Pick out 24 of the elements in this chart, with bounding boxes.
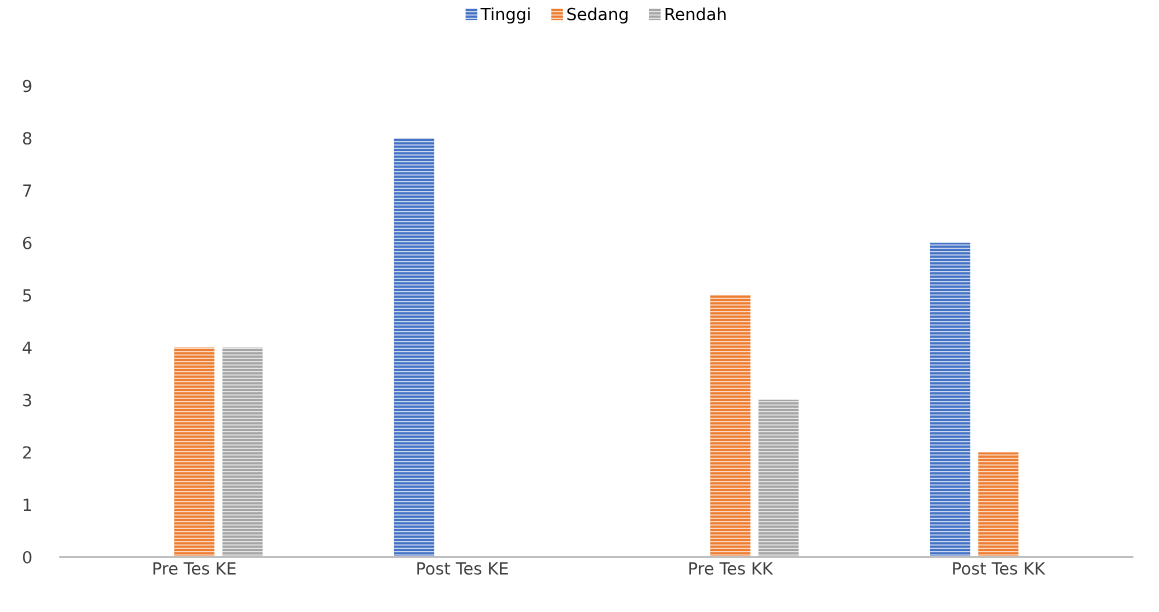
y-tick-label: 3 [23, 393, 32, 407]
y-tick-label: 1 [23, 498, 31, 511]
bar [222, 347, 263, 557]
y-tick-label: 5 [23, 289, 32, 302]
legend-label: Rendah [665, 7, 726, 21]
bar [978, 452, 1019, 557]
bar [174, 347, 215, 557]
y-tick-label: 4 [22, 341, 32, 354]
y-tick-label: 0 [22, 550, 32, 564]
legend-label: Sedang [567, 7, 628, 24]
x-tick-label: Pre Tes KK [689, 562, 774, 575]
x-tick-label: Post Tes KE [417, 562, 508, 575]
legend-label: Tinggi [480, 7, 530, 24]
y-tick-label: 7 [23, 184, 32, 197]
y-tick-label: 2 [23, 446, 31, 459]
bar [758, 399, 799, 557]
bar [710, 295, 751, 557]
y-tick-label: 8 [23, 132, 32, 145]
bar [929, 242, 971, 557]
y-tick-label: 6 [23, 236, 32, 250]
bar [393, 138, 435, 557]
x-tick-label: Pre Tes KE [153, 562, 236, 575]
x-tick-label: Post Tes KK [953, 562, 1046, 575]
y-tick-label: 9 [22, 79, 32, 93]
